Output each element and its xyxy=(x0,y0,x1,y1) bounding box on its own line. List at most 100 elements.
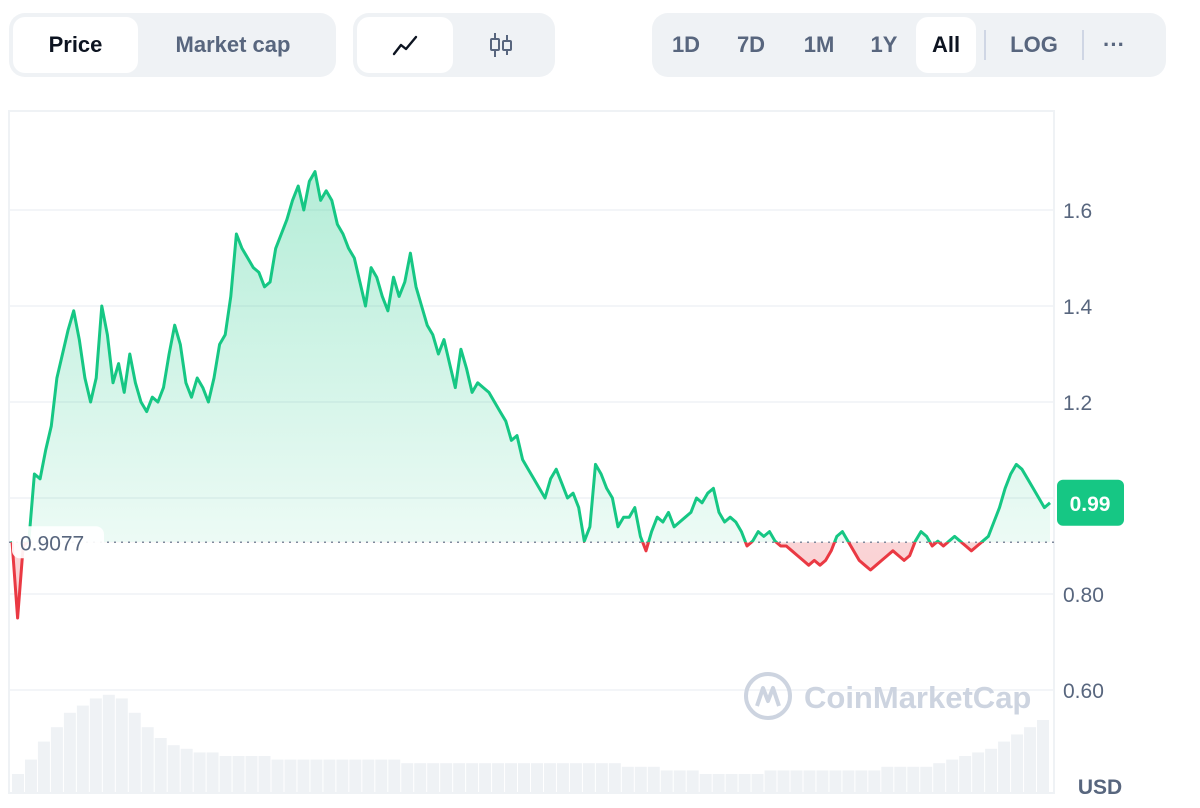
tab-market-cap[interactable]: Market cap xyxy=(175,32,291,57)
coinmarketcap-logo-icon xyxy=(744,672,792,720)
volume-bar xyxy=(206,752,219,792)
log-scale-toggle[interactable]: LOG xyxy=(1010,32,1058,57)
tab-candlestick[interactable] xyxy=(453,17,549,73)
volume-bar xyxy=(907,766,920,792)
volume-bar xyxy=(492,763,505,792)
tab-range-7d[interactable]: 7D xyxy=(736,32,766,57)
volume-bar xyxy=(310,759,323,792)
volume-bar xyxy=(323,759,336,792)
volume-bar xyxy=(595,763,608,792)
volume-bar xyxy=(479,763,492,792)
volume-bar xyxy=(946,759,959,792)
volume-bar xyxy=(232,756,245,792)
line-chart-icon xyxy=(392,35,418,56)
volume-bar xyxy=(803,770,816,792)
volume-bar xyxy=(673,770,686,792)
volume-bar xyxy=(388,759,401,792)
volume-bar xyxy=(76,705,89,792)
volume-bar xyxy=(985,748,998,792)
volume-bar xyxy=(167,745,180,792)
volume-bar xyxy=(258,756,271,792)
volume-bar xyxy=(336,759,349,792)
volume-bar xyxy=(569,763,582,792)
volume-bar xyxy=(531,763,543,792)
more-options-button[interactable]: ··· xyxy=(1103,32,1125,57)
volume-bar xyxy=(751,774,764,792)
tab-range-all[interactable]: All xyxy=(916,17,976,73)
volume-bar xyxy=(115,698,128,792)
volume-bar xyxy=(686,770,699,792)
volume-bar xyxy=(453,763,466,792)
separator xyxy=(984,30,986,60)
volume-bar xyxy=(141,727,154,792)
tab-price[interactable]: Price xyxy=(13,17,138,73)
volume-bar xyxy=(414,763,427,792)
current-price-badge: 0.99 xyxy=(1057,479,1124,526)
volume-bar xyxy=(764,770,777,792)
y-axis-labels: 0.60 0.80 1.2 1.4 1.6 xyxy=(1063,200,1104,703)
volume-bar xyxy=(842,770,855,792)
volume-bar xyxy=(556,763,569,792)
volume-bar xyxy=(284,759,297,792)
volume-bar xyxy=(271,759,284,792)
plot-frame xyxy=(8,110,1055,794)
separator xyxy=(1082,30,1084,60)
watermark-text: CoinMarketCap xyxy=(804,680,1031,715)
volume-bar xyxy=(401,763,414,792)
price-line-above-baseline xyxy=(10,170,1051,543)
area-fill-below-baseline xyxy=(12,542,982,618)
volume-bar xyxy=(375,759,388,792)
baseline-label: 0.9077 xyxy=(12,526,104,559)
volume-bar xyxy=(1037,720,1049,792)
volume-bar xyxy=(180,748,193,792)
volume-bar xyxy=(608,763,621,792)
volume-bar xyxy=(621,766,634,792)
volume-bar xyxy=(518,763,530,792)
chart-type-tab-group xyxy=(353,13,555,77)
volume-bar xyxy=(12,774,24,792)
current-price-badge-text: 0.99 xyxy=(1070,493,1111,516)
volume-bar xyxy=(128,712,141,792)
tab-range-1m[interactable]: 1M xyxy=(803,32,835,57)
volume-bars xyxy=(12,694,1049,792)
time-range-tab-group: 1D 7D 1M 1Y All LOG ··· xyxy=(652,13,1166,77)
volume-bar xyxy=(868,770,881,792)
volume-bar xyxy=(920,766,933,792)
volume-bar xyxy=(1011,734,1024,792)
volume-bar xyxy=(154,738,167,792)
volume-bar xyxy=(362,759,375,792)
volume-bar xyxy=(193,752,206,792)
volume-bar xyxy=(245,756,258,792)
volume-bar xyxy=(543,763,556,792)
candlestick-icon xyxy=(490,33,512,57)
tab-range-1y[interactable]: 1Y xyxy=(870,32,898,57)
volume-bar xyxy=(297,759,310,792)
tab-line-chart[interactable] xyxy=(357,17,453,73)
tab-range-1d[interactable]: 1D xyxy=(671,32,701,57)
volume-bar xyxy=(894,766,907,792)
volume-bar xyxy=(647,766,660,792)
volume-bar xyxy=(349,759,362,792)
coinmarketcap-logo-mark xyxy=(755,686,781,707)
volume-bar xyxy=(972,752,985,792)
volume-bar xyxy=(829,770,842,792)
baseline-label-background xyxy=(12,526,104,559)
volume-bar xyxy=(102,694,115,792)
volume-bar xyxy=(933,763,946,792)
volume-bar xyxy=(712,774,725,792)
volume-bar xyxy=(816,770,829,792)
volume-bar xyxy=(660,770,673,792)
volume-bar xyxy=(634,766,647,792)
volume-bar xyxy=(790,770,803,792)
y-tick-label: 1.2 xyxy=(1063,392,1092,415)
volume-bar xyxy=(959,756,972,792)
volume-bar xyxy=(37,741,50,792)
y-tick-label: 0.60 xyxy=(1063,680,1104,703)
volume-bar xyxy=(738,774,751,792)
volume-bar xyxy=(725,774,738,792)
volume-bar xyxy=(466,763,479,792)
y-tick-label: 1.4 xyxy=(1063,296,1093,319)
current-price-badge-background xyxy=(1057,479,1124,526)
volume-bar xyxy=(89,698,102,792)
